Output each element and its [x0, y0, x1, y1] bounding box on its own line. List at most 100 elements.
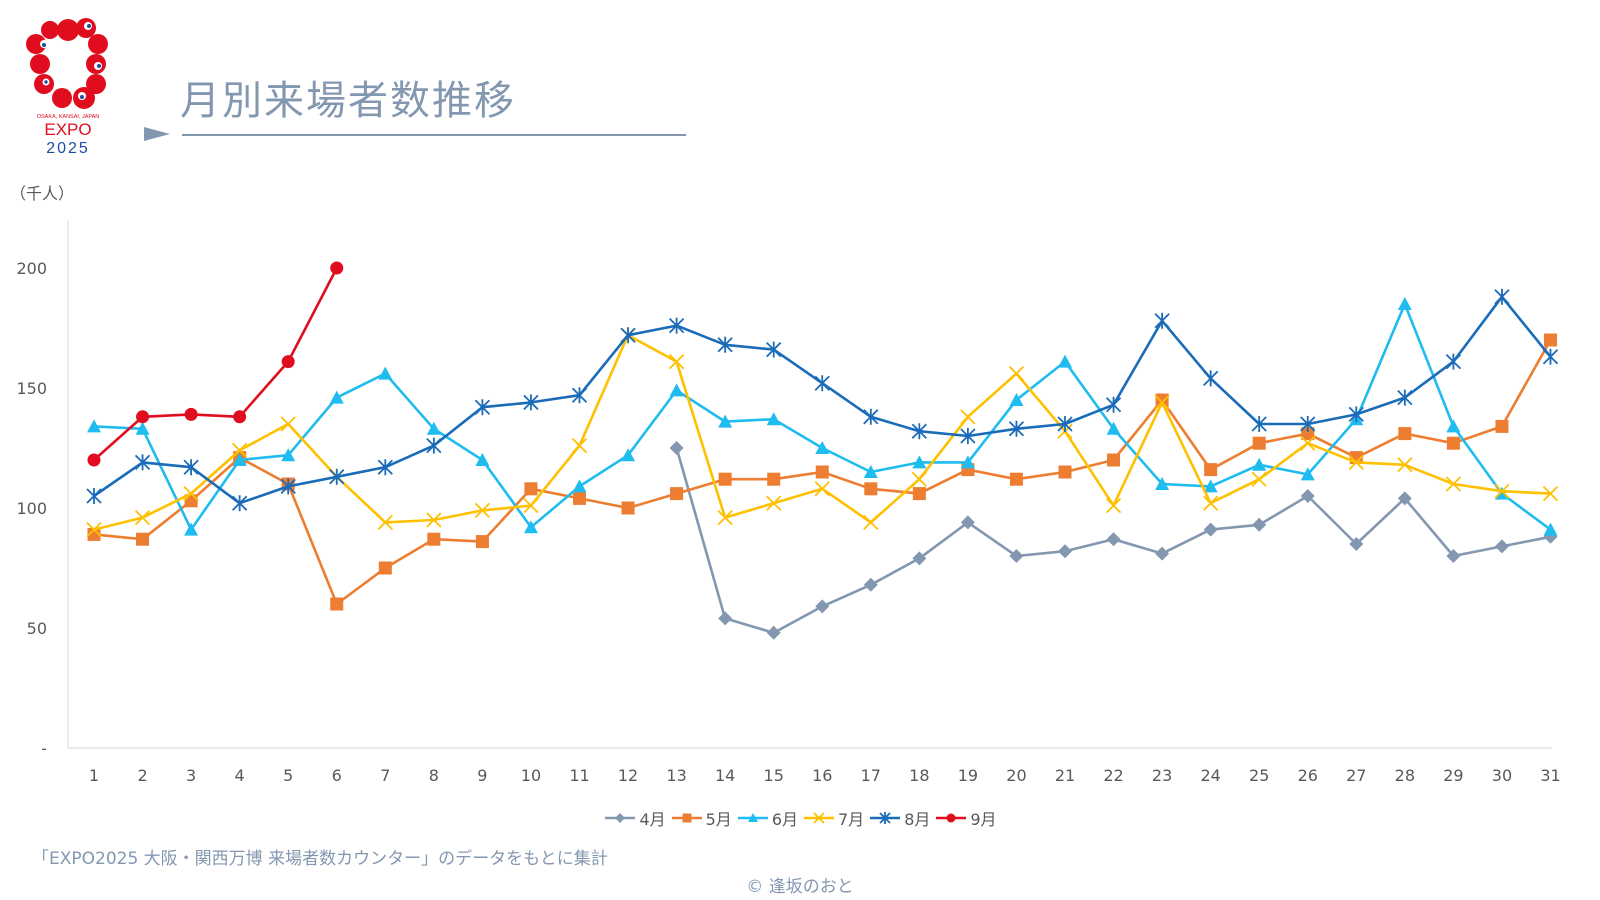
data-point [1155, 546, 1170, 561]
series-line [93, 302, 1552, 531]
data-point [1154, 394, 1170, 411]
x-tick-label: 16 [812, 766, 832, 785]
data-point [184, 407, 198, 421]
data-point [475, 535, 489, 549]
x-tick-label: 5 [283, 766, 293, 785]
data-point [669, 383, 684, 397]
data-point [280, 416, 296, 432]
x-tick-label: 23 [1152, 766, 1172, 785]
legend-line-icon [671, 813, 702, 823]
x-tick-label: 28 [1395, 766, 1415, 785]
data-point [523, 520, 538, 534]
data-point [864, 482, 878, 496]
data-point [329, 468, 345, 485]
data-point [524, 482, 538, 496]
data-point [718, 611, 733, 626]
data-source-note: 「EXPO2025 大阪・関西万博 来場者数カウンター」のデータをもとに集計 [32, 849, 608, 869]
data-point [87, 527, 101, 541]
series-line [93, 333, 1551, 531]
data-point [767, 472, 781, 486]
x-tick-label: 3 [186, 766, 196, 785]
series-4-month [669, 441, 1558, 640]
data-point [1300, 489, 1315, 503]
data-point [1301, 427, 1315, 441]
legend-line-icon [605, 813, 636, 823]
title-arrow-icon [144, 127, 170, 141]
legend-item: 6月 [736, 806, 798, 830]
series-5-month [87, 333, 1557, 611]
data-point [1155, 393, 1169, 407]
data-point [136, 410, 150, 424]
data-point [280, 478, 296, 495]
x-tick-label: 31 [1540, 766, 1560, 785]
data-point [183, 485, 199, 502]
data-point [1543, 522, 1558, 536]
data-point [426, 437, 442, 454]
data-point [815, 599, 830, 614]
data-point [1397, 491, 1412, 506]
data-point [1446, 549, 1461, 563]
data-point [1155, 477, 1170, 490]
data-point [669, 441, 684, 455]
data-point [960, 515, 975, 530]
data-point [184, 522, 199, 536]
data-point [1445, 476, 1462, 492]
data-point [1058, 354, 1072, 368]
data-point [572, 479, 587, 493]
x-tick-label: 20 [1006, 766, 1026, 785]
data-point [1445, 353, 1462, 370]
legend-label: 8月 [904, 810, 931, 829]
data-point [670, 487, 684, 501]
x-tick-label: 6 [332, 766, 342, 785]
data-point [377, 514, 393, 531]
data-point [1300, 416, 1316, 432]
series-9-month [87, 261, 344, 467]
data-point [815, 441, 830, 454]
legend-line-icon [737, 813, 768, 822]
x-tick-label: 25 [1249, 766, 1269, 785]
data-point [427, 532, 441, 546]
data-point [1105, 497, 1122, 514]
data-point [571, 387, 588, 404]
y-tick-label: 150 [16, 379, 47, 398]
data-point [620, 327, 636, 344]
data-point [86, 521, 102, 538]
data-point [1106, 532, 1121, 547]
data-point [573, 491, 586, 505]
data-point [1495, 419, 1509, 433]
data-point [378, 366, 393, 380]
x-tick-label: 14 [715, 766, 735, 785]
data-point [1446, 419, 1461, 433]
series-6-month [87, 297, 1558, 536]
data-point [232, 442, 248, 459]
x-tick-label: 9 [477, 766, 487, 785]
x-tick-label: 12 [618, 766, 638, 785]
data-point [1008, 420, 1025, 437]
data-point [863, 514, 879, 531]
legend-label: 4月 [639, 810, 666, 829]
data-point [911, 423, 927, 440]
data-point [863, 408, 879, 425]
y-tick-label: 200 [16, 259, 47, 278]
logo-expo-text: EXPO [44, 120, 91, 139]
data-point [1204, 463, 1218, 477]
x-tick-label: 7 [380, 766, 390, 785]
x-tick-label: 13 [666, 766, 686, 785]
data-point [1494, 539, 1509, 554]
data-point [1397, 297, 1412, 310]
series-line [93, 267, 338, 461]
data-point [1009, 393, 1024, 406]
data-point [863, 577, 878, 592]
x-tick-label: 15 [764, 766, 784, 785]
data-point [329, 390, 344, 404]
data-point [1397, 457, 1413, 473]
data-point [863, 465, 878, 478]
data-point [281, 355, 295, 369]
data-point [1252, 457, 1267, 471]
data-point [1446, 436, 1460, 450]
legend-item: 4月 [603, 806, 666, 830]
data-point [1544, 333, 1557, 347]
data-point [233, 410, 247, 424]
chart-legend: 4月 5月 6月 7月 8月 9月 [0, 806, 1600, 830]
